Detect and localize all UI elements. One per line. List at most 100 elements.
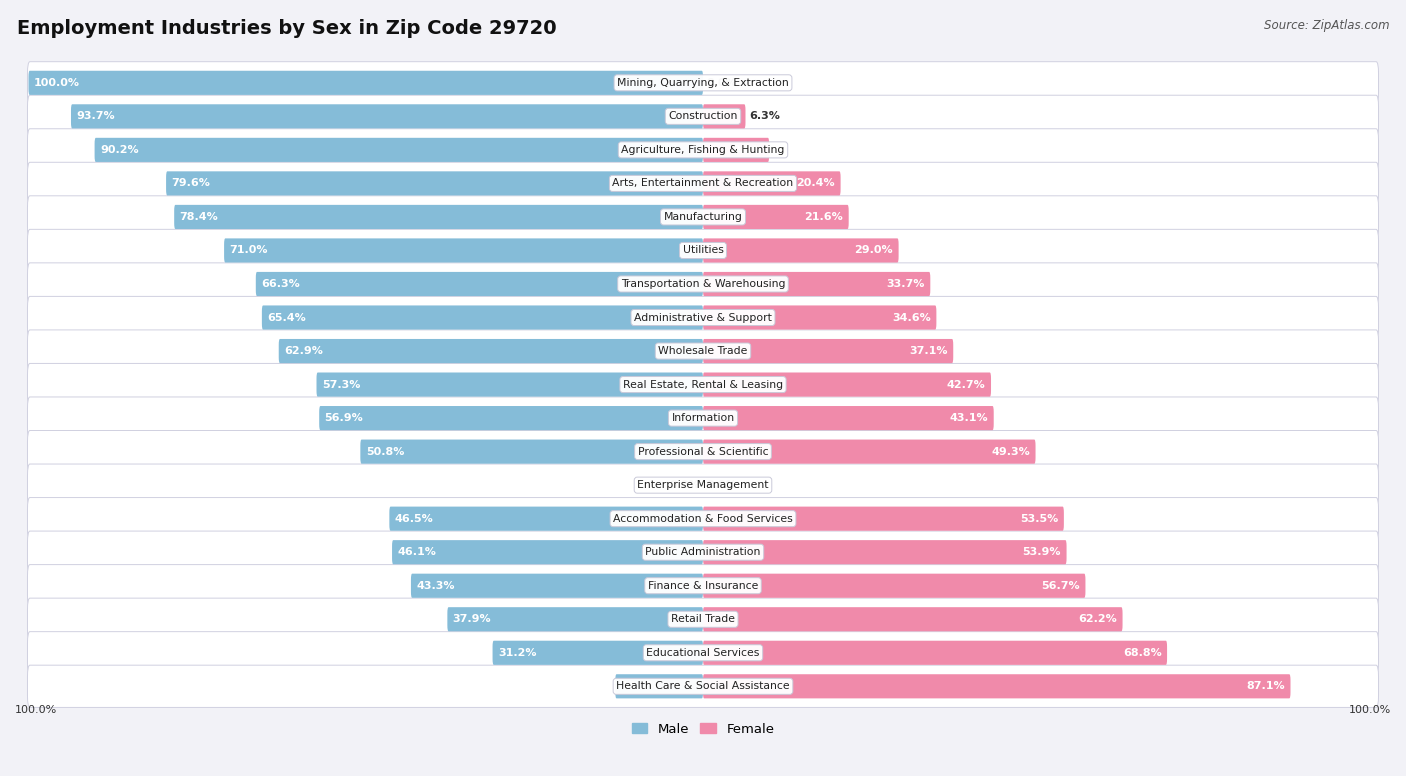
Text: 21.6%: 21.6% xyxy=(804,212,844,222)
FancyBboxPatch shape xyxy=(28,464,1378,506)
FancyBboxPatch shape xyxy=(703,272,931,296)
FancyBboxPatch shape xyxy=(703,306,936,330)
Text: Transportation & Warehousing: Transportation & Warehousing xyxy=(621,279,785,289)
Text: 93.7%: 93.7% xyxy=(76,111,115,121)
Text: 46.5%: 46.5% xyxy=(395,514,433,524)
Text: 78.4%: 78.4% xyxy=(180,212,218,222)
FancyBboxPatch shape xyxy=(28,263,1378,305)
Text: Accommodation & Food Services: Accommodation & Food Services xyxy=(613,514,793,524)
Text: 65.4%: 65.4% xyxy=(267,313,307,323)
FancyBboxPatch shape xyxy=(28,230,1378,272)
FancyBboxPatch shape xyxy=(70,104,703,128)
FancyBboxPatch shape xyxy=(703,104,745,128)
Text: Retail Trade: Retail Trade xyxy=(671,615,735,624)
FancyBboxPatch shape xyxy=(166,171,703,196)
FancyBboxPatch shape xyxy=(447,607,703,632)
Text: 100.0%: 100.0% xyxy=(15,705,58,715)
FancyBboxPatch shape xyxy=(319,406,703,430)
FancyBboxPatch shape xyxy=(703,372,991,397)
FancyBboxPatch shape xyxy=(703,540,1067,564)
FancyBboxPatch shape xyxy=(28,632,1378,674)
FancyBboxPatch shape xyxy=(392,540,703,564)
Text: 62.9%: 62.9% xyxy=(284,346,323,356)
Text: Arts, Entertainment & Recreation: Arts, Entertainment & Recreation xyxy=(613,178,793,189)
FancyBboxPatch shape xyxy=(28,497,1378,540)
Text: 31.2%: 31.2% xyxy=(498,648,537,658)
Text: 20.4%: 20.4% xyxy=(797,178,835,189)
FancyBboxPatch shape xyxy=(703,171,841,196)
Text: Construction: Construction xyxy=(668,111,738,121)
Text: Administrative & Support: Administrative & Support xyxy=(634,313,772,323)
Text: Mining, Quarrying, & Extraction: Mining, Quarrying, & Extraction xyxy=(617,78,789,88)
Text: 100.0%: 100.0% xyxy=(1348,705,1391,715)
Text: 0.0%: 0.0% xyxy=(669,480,700,490)
Text: 42.7%: 42.7% xyxy=(946,379,986,390)
Text: Source: ZipAtlas.com: Source: ZipAtlas.com xyxy=(1264,19,1389,33)
Text: Agriculture, Fishing & Hunting: Agriculture, Fishing & Hunting xyxy=(621,145,785,155)
Text: 13.0%: 13.0% xyxy=(620,681,659,691)
FancyBboxPatch shape xyxy=(28,196,1378,238)
FancyBboxPatch shape xyxy=(28,330,1378,372)
FancyBboxPatch shape xyxy=(28,665,1378,708)
Text: Employment Industries by Sex in Zip Code 29720: Employment Industries by Sex in Zip Code… xyxy=(17,19,557,38)
FancyBboxPatch shape xyxy=(224,238,703,262)
Text: 62.2%: 62.2% xyxy=(1078,615,1118,624)
Text: 43.3%: 43.3% xyxy=(416,580,454,591)
Text: 46.1%: 46.1% xyxy=(398,547,436,557)
FancyBboxPatch shape xyxy=(703,607,1122,632)
Text: 49.3%: 49.3% xyxy=(991,447,1031,456)
Text: Information: Information xyxy=(672,413,734,423)
Text: 90.2%: 90.2% xyxy=(100,145,139,155)
FancyBboxPatch shape xyxy=(316,372,703,397)
FancyBboxPatch shape xyxy=(28,565,1378,607)
FancyBboxPatch shape xyxy=(703,406,994,430)
Text: 87.1%: 87.1% xyxy=(1247,681,1285,691)
FancyBboxPatch shape xyxy=(28,397,1378,439)
Text: 56.9%: 56.9% xyxy=(325,413,363,423)
Legend: Male, Female: Male, Female xyxy=(626,717,780,741)
Text: 37.9%: 37.9% xyxy=(453,615,491,624)
Text: 56.7%: 56.7% xyxy=(1042,580,1080,591)
FancyBboxPatch shape xyxy=(28,162,1378,205)
FancyBboxPatch shape xyxy=(28,431,1378,473)
FancyBboxPatch shape xyxy=(262,306,703,330)
FancyBboxPatch shape xyxy=(703,238,898,262)
FancyBboxPatch shape xyxy=(492,641,703,665)
Text: 34.6%: 34.6% xyxy=(893,313,931,323)
FancyBboxPatch shape xyxy=(28,71,703,95)
FancyBboxPatch shape xyxy=(28,129,1378,171)
Text: 53.9%: 53.9% xyxy=(1022,547,1062,557)
FancyBboxPatch shape xyxy=(703,205,849,229)
FancyBboxPatch shape xyxy=(28,296,1378,338)
FancyBboxPatch shape xyxy=(703,439,1036,464)
Text: Real Estate, Rental & Leasing: Real Estate, Rental & Leasing xyxy=(623,379,783,390)
Text: Health Care & Social Assistance: Health Care & Social Assistance xyxy=(616,681,790,691)
Text: Finance & Insurance: Finance & Insurance xyxy=(648,580,758,591)
FancyBboxPatch shape xyxy=(256,272,703,296)
FancyBboxPatch shape xyxy=(616,674,703,698)
Text: 68.8%: 68.8% xyxy=(1123,648,1161,658)
Text: 6.3%: 6.3% xyxy=(749,111,780,121)
Text: Professional & Scientific: Professional & Scientific xyxy=(638,447,768,456)
Text: Enterprise Management: Enterprise Management xyxy=(637,480,769,490)
Text: Public Administration: Public Administration xyxy=(645,547,761,557)
FancyBboxPatch shape xyxy=(703,339,953,363)
Text: 9.8%: 9.8% xyxy=(733,145,763,155)
FancyBboxPatch shape xyxy=(703,641,1167,665)
FancyBboxPatch shape xyxy=(703,138,769,162)
Text: Utilities: Utilities xyxy=(682,245,724,255)
FancyBboxPatch shape xyxy=(703,674,1291,698)
FancyBboxPatch shape xyxy=(703,507,1064,531)
Text: 33.7%: 33.7% xyxy=(887,279,925,289)
Text: 53.5%: 53.5% xyxy=(1021,514,1059,524)
Text: 50.8%: 50.8% xyxy=(366,447,404,456)
FancyBboxPatch shape xyxy=(278,339,703,363)
FancyBboxPatch shape xyxy=(411,573,703,598)
Text: Educational Services: Educational Services xyxy=(647,648,759,658)
Text: 29.0%: 29.0% xyxy=(855,245,893,255)
FancyBboxPatch shape xyxy=(28,95,1378,137)
FancyBboxPatch shape xyxy=(94,138,703,162)
FancyBboxPatch shape xyxy=(28,62,1378,104)
Text: 57.3%: 57.3% xyxy=(322,379,360,390)
Text: 79.6%: 79.6% xyxy=(172,178,211,189)
